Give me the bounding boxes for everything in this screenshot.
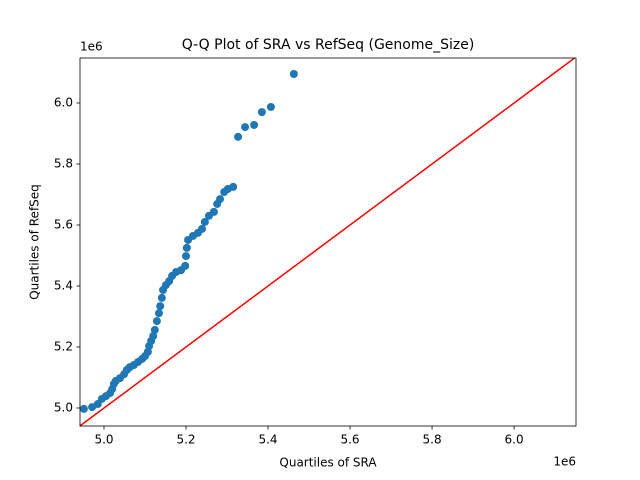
point — [266, 102, 275, 111]
point — [150, 325, 159, 334]
reference-line — [79, 57, 576, 427]
chart-title: Q-Q Plot of SRA vs RefSeq (Genome_Size) — [182, 37, 475, 53]
point — [257, 108, 266, 117]
y-tick-label: 5.8 — [54, 156, 73, 170]
point — [181, 261, 190, 270]
point — [209, 207, 218, 216]
y-tick-label: 5.2 — [54, 340, 73, 354]
point — [182, 243, 191, 252]
point — [149, 332, 158, 341]
y-tick-label: 5.0 — [54, 401, 73, 415]
point — [154, 309, 163, 318]
point — [200, 217, 209, 226]
point — [79, 404, 88, 413]
point — [234, 132, 243, 141]
point — [157, 293, 166, 302]
x-tick-label: 5.4 — [258, 433, 277, 447]
y-tick-label: 5.6 — [54, 217, 73, 231]
point — [152, 317, 161, 326]
x-offset-label: 1e6 — [553, 455, 576, 469]
point — [229, 182, 238, 191]
point — [182, 252, 191, 261]
x-tick-label: 5.6 — [340, 433, 359, 447]
y-offset-label: 1e6 — [80, 40, 103, 54]
point — [289, 70, 298, 79]
point — [250, 120, 259, 129]
point — [198, 224, 207, 233]
x-tick-label: 5.0 — [94, 433, 113, 447]
x-tick-label: 6.0 — [505, 433, 524, 447]
y-axis-label: Quartiles of RefSeq — [28, 184, 42, 300]
y-tick-label: 6.0 — [54, 95, 73, 109]
point — [216, 195, 225, 204]
x-axis-label: Quartiles of SRA — [279, 456, 377, 470]
x-tick-label: 5.8 — [423, 433, 442, 447]
point — [156, 302, 165, 311]
point — [241, 123, 250, 132]
x-tick-label: 5.2 — [176, 433, 195, 447]
plot-frame — [79, 57, 577, 427]
y-tick-label: 5.4 — [54, 278, 73, 292]
